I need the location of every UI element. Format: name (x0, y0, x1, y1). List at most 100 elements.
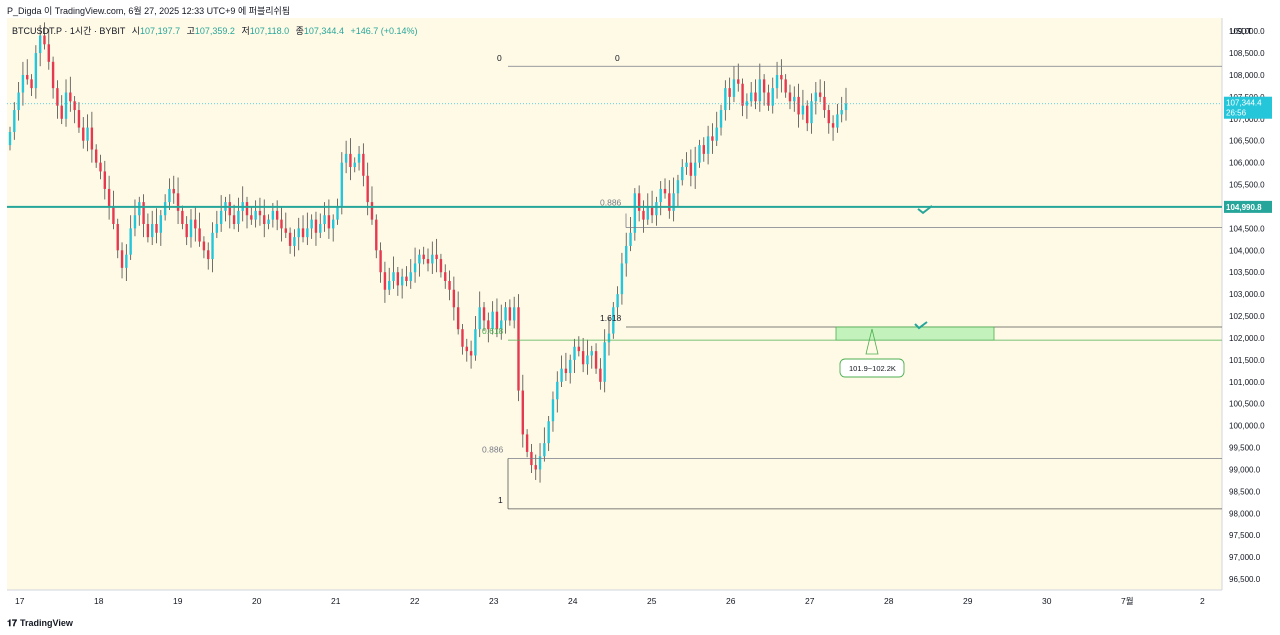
candle-body (560, 368, 563, 382)
candle-body (435, 254, 438, 260)
price-tick-label: 97,500.0 (1229, 531, 1261, 540)
price-chart-svg[interactable]: USDT109,000.0108,500.0108,000.0107,500.0… (0, 18, 1280, 613)
candle-body (590, 351, 593, 356)
candle-body (219, 210, 223, 225)
time-tick-label: 17 (15, 596, 25, 606)
candle-body (43, 35, 46, 45)
time-tick-label: 22 (410, 596, 420, 606)
time-tick-label: 24 (568, 596, 578, 606)
candle-body (82, 127, 85, 141)
time-tick-label: 26 (726, 596, 736, 606)
check-icon (914, 321, 928, 330)
candle-body (762, 79, 766, 93)
price-tick-label: 105,500.0 (1229, 181, 1265, 190)
candle-body (780, 74, 783, 80)
candle-body (331, 219, 335, 229)
price-tick-label: 107,000.0 (1229, 115, 1265, 124)
time-tick-label: 20 (252, 596, 262, 606)
candle-body (448, 280, 451, 290)
candle-body (172, 188, 175, 194)
open-label: 시 (131, 26, 141, 36)
candle-body (8, 131, 12, 146)
candle-body (577, 346, 581, 352)
candle-body (439, 259, 443, 273)
candle-body (754, 92, 757, 102)
candle-body (650, 206, 654, 216)
brand-name: TradingView (20, 618, 73, 628)
candle-body (336, 206, 339, 220)
candle-body (349, 153, 352, 168)
candle-body (267, 219, 270, 225)
candle-body (573, 346, 576, 360)
candle-body (625, 245, 628, 264)
close-value: 107,344.4 (303, 26, 344, 36)
candle-body (706, 136, 710, 154)
price-tick-label: 99,000.0 (1229, 465, 1261, 474)
candle-body (681, 167, 684, 181)
tradingview-logo[interactable]: 𝟏𝟕 TradingView (7, 618, 73, 629)
candle-body (159, 215, 163, 233)
candle-body (784, 79, 787, 93)
candle-body (26, 74, 29, 80)
candle-body (357, 153, 361, 163)
candle-body (99, 162, 102, 172)
candle-body (491, 311, 494, 330)
candle-body (693, 162, 697, 176)
candle-body (176, 193, 180, 211)
close-label: 종 (295, 26, 304, 36)
candle-body (672, 193, 675, 211)
candle-body (64, 92, 68, 119)
candle-body (818, 92, 822, 97)
price-tick-label: 98,000.0 (1229, 509, 1261, 518)
chart-area[interactable]: USDT109,000.0108,500.0108,000.0107,500.0… (0, 18, 1280, 613)
fib-level-label: 0.886 (600, 198, 622, 208)
low-value: 107,118.0 (249, 26, 290, 36)
price-tick-label: 100,000.0 (1229, 422, 1265, 431)
candle-body (469, 351, 473, 356)
candle-body (771, 88, 774, 106)
candle-body (521, 390, 525, 435)
candle-body (185, 224, 188, 238)
candle-body (487, 320, 490, 330)
candle-body (827, 110, 830, 124)
price-tick-label: 106,000.0 (1229, 159, 1265, 168)
candle-body (392, 272, 395, 281)
candle-body (426, 259, 430, 264)
candle-body (685, 162, 688, 168)
candle-body (478, 307, 481, 330)
candle-body (456, 307, 460, 330)
candle-body (741, 83, 744, 106)
price-tick-label: 108,000.0 (1229, 71, 1265, 80)
target-zone-box[interactable] (835, 326, 995, 341)
candle-body (383, 272, 387, 290)
candle-body (297, 228, 300, 238)
candle-body (564, 368, 568, 374)
time-axis-background (0, 590, 1222, 613)
time-tick-label: 27 (805, 596, 815, 606)
target-callout-pointer (865, 328, 879, 355)
candle-body (379, 250, 382, 273)
candle-body (301, 228, 305, 238)
candle-body (431, 254, 434, 264)
candle-body (737, 79, 740, 84)
candle-body (603, 342, 606, 382)
candle-body (702, 145, 705, 154)
candle-body (422, 254, 425, 260)
candle-body (836, 114, 839, 128)
candle-body (775, 74, 779, 89)
candle-body (194, 219, 197, 229)
symbol-label: BTCUSDT.P · 1시간 · BYBIT (12, 26, 126, 36)
candle-body (90, 127, 94, 150)
currency-label: USDT (1230, 27, 1252, 36)
candle-body (375, 219, 378, 251)
candle-body (232, 215, 236, 225)
candle-body (629, 232, 632, 246)
candle-body (69, 92, 72, 102)
candle-body (13, 110, 16, 132)
candle-body (793, 96, 796, 102)
candle-body (616, 294, 619, 308)
candle-body (21, 74, 25, 93)
candle-body (314, 219, 318, 233)
target-zone-callout[interactable] (839, 358, 905, 378)
candle-body (569, 359, 572, 374)
